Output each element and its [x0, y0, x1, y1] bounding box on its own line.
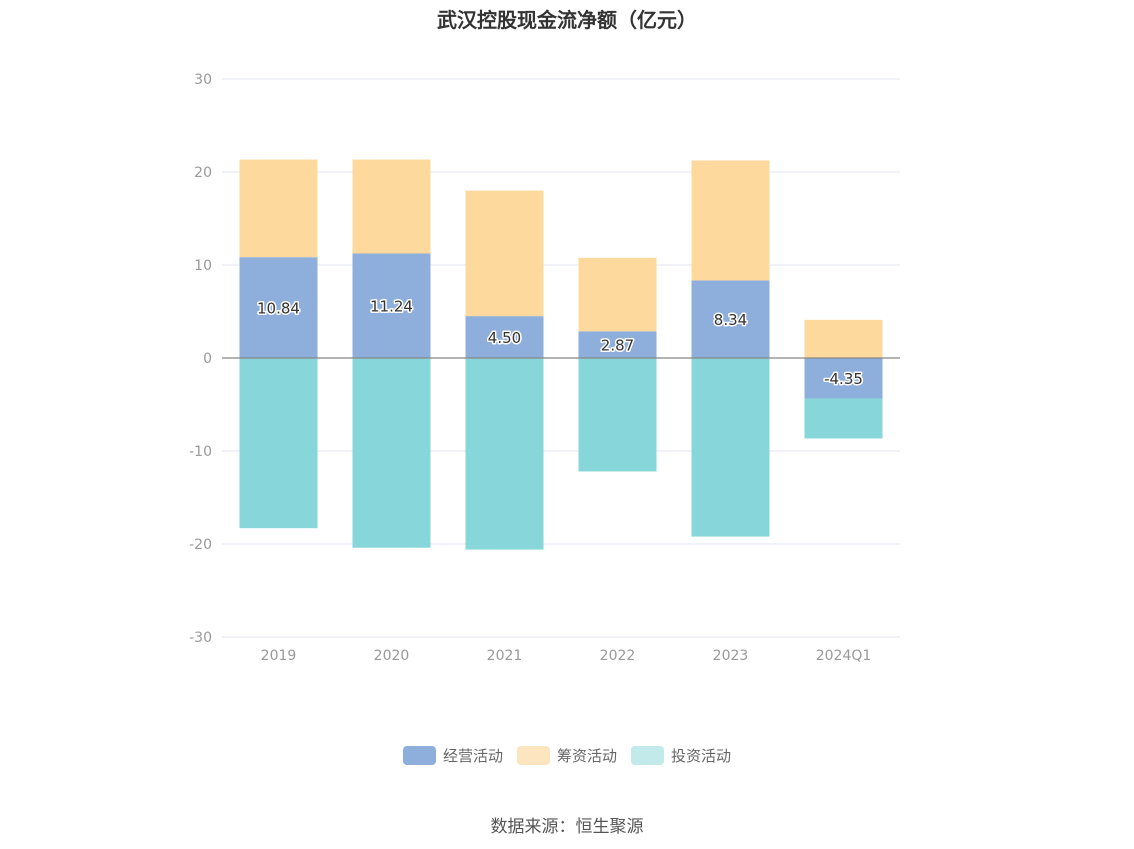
legend-item-operating[interactable]: 经营活动 [402, 745, 503, 766]
y-tick-label: 30 [194, 72, 212, 88]
x-tick-label: 2023 [713, 648, 749, 664]
bar-segment[interactable] [691, 280, 770, 358]
y-tick-label: 0 [203, 351, 212, 367]
data-label: 4.50 [488, 329, 521, 347]
bar-segment[interactable] [691, 160, 770, 281]
bar-segment[interactable] [465, 190, 544, 317]
y-tick-label: 20 [194, 165, 212, 181]
y-tick-label: -20 [189, 537, 212, 553]
legend-swatch-investing [631, 746, 664, 765]
x-tick-label: 2019 [261, 648, 297, 664]
x-tick-label: 2020 [374, 648, 410, 664]
bar-segment[interactable] [578, 257, 657, 332]
x-tick-label: 2021 [487, 648, 523, 664]
bar-segment[interactable] [352, 159, 431, 254]
bar-segment[interactable] [804, 319, 883, 358]
legend-label-investing: 投资活动 [671, 747, 732, 765]
chart-area: 30 20 10 0 -10 -20 -30 2019 2020 2021 2022 2023 202… [189, 72, 900, 664]
legend: 经营活动 筹资活动 投资活动 [0, 745, 1134, 766]
bar-segment[interactable] [239, 257, 318, 358]
legend-swatch-financing [516, 746, 550, 765]
y-axis-ticks: 30 20 10 0 -10 -20 -30 [189, 72, 212, 646]
bar-segment[interactable] [804, 398, 883, 439]
data-source-note: 数据来源：恒生聚源 [490, 817, 644, 837]
bar-segment[interactable] [691, 358, 770, 537]
data-label: 8.34 [714, 311, 747, 329]
bar-segment[interactable] [239, 358, 318, 529]
data-label: -4.35 [824, 370, 863, 388]
data-labels: 10.84 11.24 4.50 2.87 8.34 -4.35 [256, 296, 865, 389]
bar-segment[interactable] [465, 316, 544, 358]
legend-label-financing: 筹资活动 [556, 747, 617, 765]
data-label: 2.87 [601, 337, 634, 355]
bar-segment[interactable] [352, 253, 431, 358]
bar-segment[interactable] [578, 331, 657, 358]
x-tick-label: 2022 [600, 648, 636, 664]
bar-segment[interactable] [239, 159, 318, 258]
y-tick-label: 10 [194, 258, 212, 274]
y-tick-label: -30 [189, 630, 212, 646]
legend-swatch-operating [402, 746, 436, 765]
bar-segment[interactable] [352, 358, 431, 548]
x-tick-label: 2024Q1 [816, 648, 872, 664]
bar-segment[interactable] [804, 358, 883, 399]
bar-segment[interactable] [578, 358, 657, 472]
legend-label-operating: 经营活动 [442, 747, 503, 765]
y-tick-label: -10 [189, 444, 212, 460]
data-label: 11.24 [370, 298, 413, 316]
x-axis-ticks: 2019 2020 2021 2022 2023 2024Q1 [261, 648, 872, 664]
chart-title: 武汉控股现金流净额（亿元） [437, 8, 697, 32]
data-label: 10.84 [257, 300, 300, 318]
legend-item-financing[interactable]: 筹资活动 [516, 745, 617, 766]
legend-item-investing[interactable]: 投资活动 [631, 745, 731, 766]
bars [239, 159, 883, 550]
bar-segment[interactable] [465, 358, 544, 550]
